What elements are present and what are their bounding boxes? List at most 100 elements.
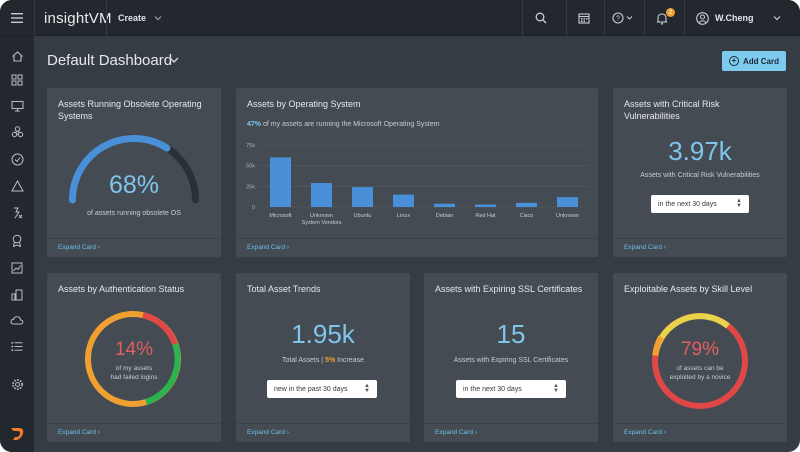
bar[interactable] xyxy=(434,203,455,207)
card-title: Assets by Authentication Status xyxy=(58,284,185,294)
monitor-icon[interactable] xyxy=(9,98,25,114)
plus-icon: + xyxy=(729,56,739,66)
trends-caption: Total Assets | 5% Increase xyxy=(281,357,364,364)
expand-card-link[interactable]: Expand Card › xyxy=(247,244,289,251)
trends-value: 1.95k xyxy=(291,319,355,349)
bar[interactable] xyxy=(270,157,291,207)
check-circle-icon[interactable] xyxy=(9,151,25,167)
gear-icon[interactable] xyxy=(9,376,25,392)
chart-icon[interactable] xyxy=(9,260,25,276)
page-title[interactable]: Default Dashboard xyxy=(47,52,173,69)
chevron-down-icon xyxy=(154,16,162,21)
rapid7-logo-icon[interactable] xyxy=(8,425,26,443)
create-menu[interactable]: Create xyxy=(118,0,162,36)
sidebar xyxy=(0,36,34,452)
calendar-icon[interactable] xyxy=(566,0,602,36)
critical-value: 3.97k xyxy=(668,136,732,166)
svg-text:?: ? xyxy=(616,16,620,23)
card-exploitable: Exploitable Assets by Skill Level 79% of… xyxy=(613,273,787,442)
card-title: Assets with Expiring SSL Certificates xyxy=(435,284,583,294)
user-chevron-icon[interactable] xyxy=(770,0,784,36)
expand-card-link[interactable]: Expand Card › xyxy=(58,429,100,436)
notification-badge: 2 xyxy=(666,8,675,17)
app-logo[interactable]: insightVM xyxy=(44,0,112,36)
bar[interactable] xyxy=(557,197,578,207)
x-tick-label: Unknown xyxy=(556,213,579,219)
card-title: Assets by Operating System xyxy=(247,99,361,109)
expand-card-link[interactable]: Expand Card › xyxy=(624,429,666,436)
auth-value: 14% xyxy=(114,339,154,360)
y-tick-label: 25k xyxy=(246,184,255,190)
y-tick-label: 75k xyxy=(246,143,255,149)
card-obsolete-os: Assets Running Obsolete Operating System… xyxy=(47,88,221,257)
critical-caption: Assets with Critical Risk Vulnerabilitie… xyxy=(640,172,760,179)
hamburger-icon[interactable] xyxy=(0,0,34,36)
obsolete-gauge xyxy=(69,135,199,204)
top-bar: insightVM Create ? 2 W.Cheng xyxy=(0,0,800,36)
y-tick-label: 50k xyxy=(246,164,255,170)
exploit-donut xyxy=(652,313,748,409)
x-tick-label: Red Hat xyxy=(475,213,496,219)
x-tick-label: System Vendors xyxy=(301,220,341,226)
warning-icon[interactable] xyxy=(9,178,25,194)
bar[interactable] xyxy=(393,194,414,207)
bar[interactable] xyxy=(475,204,496,207)
bar[interactable] xyxy=(516,202,537,207)
user-menu[interactable]: W.Cheng xyxy=(696,0,766,36)
card-asset-trends: Total Asset Trends 1.95k Total Assets | … xyxy=(236,273,410,442)
ssl-period-select[interactable]: in the next 30 days ▲ ▼ xyxy=(456,380,566,398)
auth-caption: of my assets had failed logins xyxy=(110,365,158,381)
expand-card-link[interactable]: Expand Card › xyxy=(624,244,666,251)
x-tick-label: Linux xyxy=(397,213,410,219)
home-icon[interactable] xyxy=(9,48,25,64)
dashboard-icon[interactable] xyxy=(9,72,25,88)
expand-card-link[interactable]: Expand Card › xyxy=(58,244,100,251)
x-tick-label: Microsoft xyxy=(269,213,292,219)
obsolete-caption: of assets running obsolete OS xyxy=(87,210,181,217)
card-assets-by-os: Assets by Operating System 47% of my ass… xyxy=(236,88,598,257)
building-icon[interactable] xyxy=(9,287,25,303)
award-icon[interactable] xyxy=(9,232,25,248)
ssl-value: 15 xyxy=(496,319,526,349)
card-critical-risk: Assets with Critical Risk Vulnerabilitie… xyxy=(613,88,787,257)
create-label: Create xyxy=(118,13,147,23)
y-tick-label: 0 xyxy=(252,205,255,211)
bar[interactable] xyxy=(311,183,332,207)
auth-donut xyxy=(85,311,181,407)
card-expiring-ssl: Assets with Expiring SSL Certificates 15… xyxy=(424,273,598,442)
critical-period-select[interactable]: in the next 30 days ▲ ▼ xyxy=(651,195,749,213)
list-icon[interactable] xyxy=(9,338,25,354)
chevron-down-icon[interactable] xyxy=(167,53,181,67)
search-icon[interactable] xyxy=(522,0,560,36)
remediation-icon[interactable] xyxy=(9,204,25,220)
add-card-label: Add Card xyxy=(743,56,779,66)
bell-icon[interactable]: 2 xyxy=(644,0,680,36)
x-tick-label: Unknown xyxy=(310,213,333,219)
card-title: Exploitable Assets by Skill Level xyxy=(624,284,753,294)
cloud-icon[interactable] xyxy=(9,312,25,328)
trends-period-select[interactable]: new in the past 30 days ▲ ▼ xyxy=(267,380,377,398)
obsolete-value: 68% xyxy=(108,171,160,199)
x-tick-label: Debian xyxy=(436,213,453,219)
add-card-button[interactable]: + Add Card xyxy=(722,51,786,71)
os-subtitle: 47% of my assets are running the Microso… xyxy=(247,121,440,128)
card-title: Assets Running Obsolete Operating System… xyxy=(58,99,202,121)
x-tick-label: Cisco xyxy=(520,213,534,219)
x-tick-label: Ubuntu xyxy=(354,213,372,219)
expand-card-link[interactable]: Expand Card › xyxy=(435,429,477,436)
user-icon xyxy=(696,11,709,25)
exploit-value: 79% xyxy=(680,339,720,360)
card-title: Assets with Critical Risk Vulnerabilitie… xyxy=(624,99,720,121)
ssl-caption: Assets with Expiring SSL Certificates xyxy=(453,357,569,364)
bar[interactable] xyxy=(352,187,373,207)
card-title: Total Asset Trends xyxy=(247,284,321,294)
exploit-caption: of assets can be exploited by a novice xyxy=(669,365,731,381)
biohazard-icon[interactable] xyxy=(9,124,25,140)
help-icon[interactable]: ? xyxy=(604,0,642,36)
expand-card-link[interactable]: Expand Card › xyxy=(247,429,289,436)
app-logo-text: insightVM xyxy=(44,9,112,27)
card-authentication: Assets by Authentication Status 14% of m… xyxy=(47,273,221,442)
user-name: W.Cheng xyxy=(715,13,754,23)
